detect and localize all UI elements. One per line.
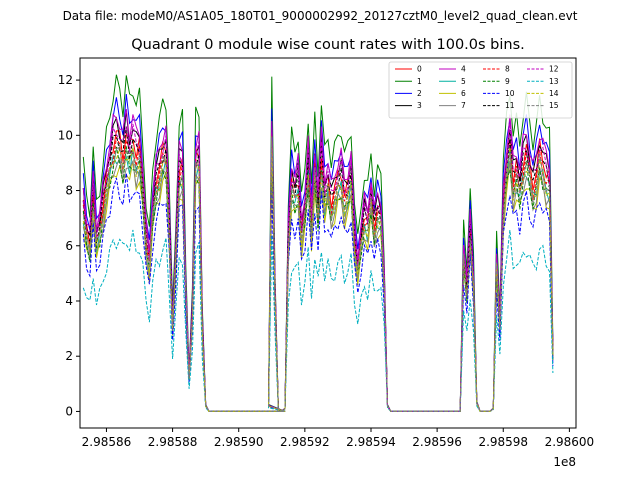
legend-label-7: 7 (461, 101, 466, 110)
y-axis: 0 2 4 6 8 10 12 (58, 73, 80, 418)
legend-label-1: 1 (417, 77, 422, 86)
x-tick-label: 2.98596 (412, 435, 462, 449)
legend-label-10: 10 (505, 89, 515, 98)
x-tick-label: 2.98598 (478, 435, 528, 449)
y-tick-label: 2 (65, 349, 73, 363)
x-tick-label: 2.98600 (545, 435, 595, 449)
legend-label-14: 14 (549, 89, 559, 98)
legend-label-2: 2 (417, 89, 422, 98)
y-tick-label: 12 (58, 73, 73, 87)
legend-label-12: 12 (549, 65, 559, 74)
legend-label-9: 9 (505, 77, 510, 86)
legend-frame (388, 61, 573, 119)
legend-label-3: 3 (417, 101, 422, 110)
series-line-10 (82, 173, 554, 412)
legend-label-8: 8 (505, 65, 510, 74)
x-tick-label: 2.98594 (346, 435, 396, 449)
x-tick-label: 2.98592 (280, 435, 330, 449)
y-tick-label: 10 (58, 128, 73, 142)
y-tick-label: 0 (65, 404, 73, 418)
y-tick-label: 4 (65, 294, 73, 308)
legend-label-5: 5 (461, 77, 466, 86)
series-line-14 (82, 140, 554, 412)
y-tick-label: 6 (65, 239, 73, 253)
y-tick-label: 8 (65, 184, 73, 198)
plot-area (82, 74, 554, 412)
x-tick-label: 2.98588 (148, 435, 198, 449)
x-axis: 2.98586 2.98588 2.98590 2.98592 2.98594 2.985… (82, 428, 595, 449)
x-axis-offset-label: 1e8 (553, 455, 576, 469)
axes-frame (79, 57, 577, 429)
legend-label-13: 13 (549, 77, 559, 86)
series-line-15 (82, 136, 554, 412)
x-tick-label: 2.98586 (82, 435, 132, 449)
legend-label-6: 6 (461, 89, 466, 98)
legend-label-0: 0 (417, 65, 422, 74)
series-line-13 (82, 229, 554, 412)
legend-label-15: 15 (549, 101, 559, 110)
chart-title: Quadrant 0 module wise count rates with … (131, 37, 525, 53)
x-tick-label: 2.98590 (214, 435, 264, 449)
figure-suptitle: Data file: modeM0/AS1A05_180T01_90000029… (63, 9, 578, 23)
legend-label-11: 11 (505, 101, 515, 110)
legend-label-4: 4 (461, 65, 466, 74)
series-layer (82, 74, 554, 412)
